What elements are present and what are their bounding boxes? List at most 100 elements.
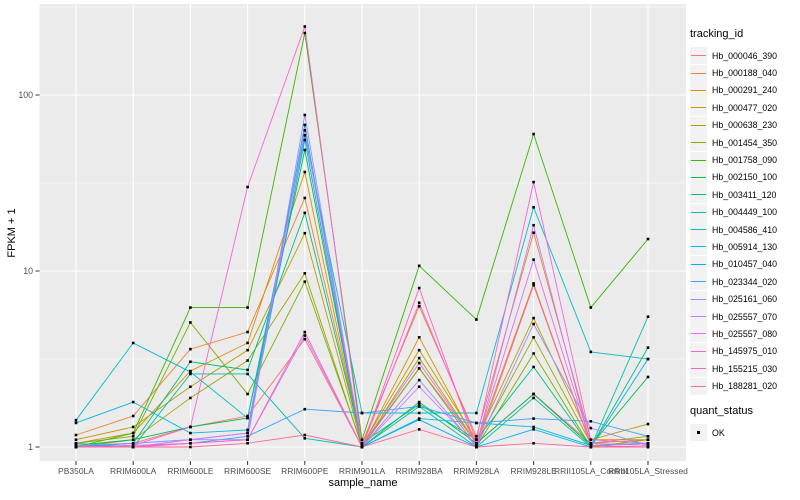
quant-legend-title: quant_status (690, 404, 753, 417)
line-swatch-icon (691, 124, 706, 126)
data-point (589, 426, 593, 430)
legend-item-label: Hb_003411_120 (712, 189, 777, 200)
data-point (360, 445, 364, 449)
x-tick-label: RRIM600LA (110, 466, 157, 476)
data-point (303, 337, 307, 341)
data-point (532, 231, 535, 235)
data-point (131, 441, 135, 445)
data-point (74, 444, 78, 447)
square-point-icon (696, 430, 701, 435)
data-point (360, 444, 364, 447)
data-point (646, 444, 650, 447)
tracking-legend-items: Hb_000046_390 Hb_000188_040 Hb_000291_240 H… (690, 47, 798, 395)
data-point (131, 444, 135, 447)
data-point (246, 359, 249, 362)
data-point (303, 138, 307, 142)
data-point (532, 132, 535, 136)
data-point (303, 113, 307, 117)
data-point (532, 180, 535, 184)
legend-panel: tracking_id Hb_000046_390 Hb_000188_040 Hb… (690, 28, 798, 441)
line-swatch-icon (691, 350, 706, 352)
data-point (303, 437, 307, 440)
legend-key (690, 134, 707, 152)
data-point (589, 438, 593, 442)
legend-item-label: Hb_000638_230 (712, 120, 778, 131)
legend-item-label: Hb_025161_060 (712, 294, 778, 305)
x-tick-label: RRIM600PE (281, 466, 329, 476)
data-point (417, 402, 421, 406)
legend-item-label: Hb_001454_350 (712, 137, 778, 148)
data-point (74, 421, 78, 425)
data-point (74, 438, 78, 442)
data-point (189, 425, 192, 429)
data-point (246, 441, 249, 445)
data-point (74, 445, 78, 449)
x-tick-label: RRIM928BA (396, 466, 444, 476)
data-point (589, 306, 593, 309)
data-point (417, 361, 421, 365)
legend-item-label: Hb_005914_130 (712, 241, 778, 252)
data-point (532, 316, 535, 320)
line-swatch-icon (691, 385, 706, 387)
line-swatch-icon (691, 159, 706, 161)
data-point (303, 129, 307, 132)
data-point (417, 428, 421, 431)
legend-item: Hb_025161_060 (690, 290, 798, 308)
legend-key (690, 325, 707, 343)
quant-legend-key (690, 424, 707, 441)
legend-item: Hb_155215_030 (690, 360, 798, 378)
data-point (189, 445, 192, 449)
data-point (417, 301, 421, 305)
x-tick-label: RRII105LA_Stressed (608, 466, 688, 476)
data-point (475, 411, 478, 415)
data-point (131, 341, 135, 345)
data-point (246, 431, 249, 435)
data-point (532, 206, 535, 209)
legend-item: Hb_010457_040 (690, 255, 798, 273)
x-tick-label: RRIM600LE (167, 466, 214, 476)
data-point (532, 417, 535, 420)
quant-legend-label: OK (712, 427, 725, 438)
data-point (417, 367, 421, 370)
data-point (589, 419, 593, 423)
data-point (532, 441, 535, 445)
legend-item: Hb_005914_130 (690, 238, 798, 256)
legend-key (690, 255, 707, 273)
data-point (417, 418, 421, 421)
data-point (475, 438, 478, 442)
data-point (74, 418, 78, 422)
data-point (189, 347, 192, 351)
x-tick-label: RRII105LA_Control (554, 466, 628, 476)
legend-item-label: Hb_000188_040 (712, 68, 778, 79)
data-point (532, 283, 535, 287)
data-point (303, 148, 307, 152)
legend-item: Hb_025557_080 (690, 325, 798, 343)
data-point (646, 346, 650, 349)
line-swatch-icon (691, 194, 706, 196)
data-point (646, 315, 650, 318)
data-point (646, 441, 650, 445)
legend-item: Hb_004449_100 (690, 203, 798, 221)
data-point (303, 334, 307, 337)
data-point (475, 318, 478, 321)
legend-item-label: Hb_025557_070 (712, 311, 778, 322)
data-point (475, 441, 478, 445)
data-point (646, 438, 650, 442)
legend-item-label: Hb_000291_240 (712, 85, 778, 96)
data-point (532, 282, 535, 285)
data-point (532, 425, 535, 429)
legend-key (690, 168, 707, 186)
data-point (131, 400, 135, 404)
data-point (189, 360, 192, 364)
y-tick-label: 10 (23, 266, 33, 276)
data-point (646, 435, 650, 438)
data-point (131, 435, 135, 438)
line-swatch-icon (691, 55, 706, 57)
data-point (189, 441, 192, 445)
data-point (646, 357, 650, 361)
data-point (417, 378, 421, 382)
legend-item: OK (690, 424, 798, 441)
data-point (131, 431, 135, 435)
line-swatch-icon (691, 246, 706, 248)
